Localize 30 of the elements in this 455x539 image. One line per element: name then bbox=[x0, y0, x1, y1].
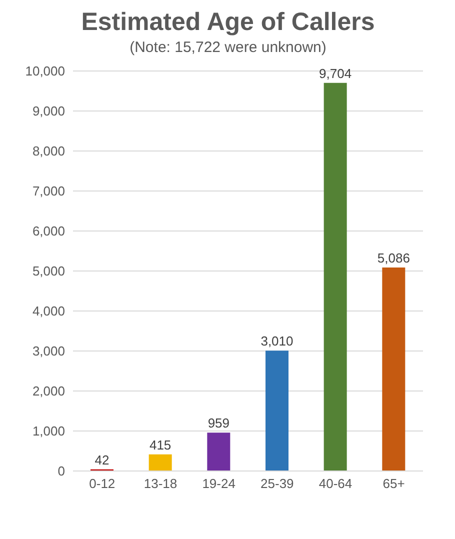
bar bbox=[207, 432, 230, 471]
bar bbox=[382, 268, 406, 471]
data-label: 3,010 bbox=[260, 334, 294, 349]
chart-subtitle: (Note: 15,722 were unknown) bbox=[128, 39, 328, 56]
chart-title: Estimated Age of Callers bbox=[80, 8, 376, 37]
bar bbox=[148, 454, 172, 471]
data-label: 42 bbox=[94, 452, 110, 468]
bar bbox=[266, 350, 288, 471]
x-tick-label: 19-24 bbox=[202, 476, 236, 492]
y-tick-label: 0 bbox=[58, 464, 65, 479]
y-tick-label: 1,000 bbox=[32, 424, 65, 439]
data-label: 959 bbox=[208, 416, 230, 431]
x-tick-label: 25-39 bbox=[260, 476, 294, 492]
data-label: 9,704 bbox=[319, 66, 352, 81]
y-tick-label: 4,000 bbox=[32, 304, 65, 319]
x-tick-label: 13-18 bbox=[144, 476, 178, 492]
bar bbox=[324, 82, 347, 471]
y-tick-label: 3,000 bbox=[32, 344, 65, 359]
y-tick-label: 9,000 bbox=[32, 104, 65, 119]
x-tick-label: 65+ bbox=[382, 476, 405, 492]
y-tick-label: 6,000 bbox=[32, 224, 65, 239]
y-tick-label: 7,000 bbox=[32, 184, 65, 199]
data-label: 5,086 bbox=[377, 250, 410, 266]
y-tick-label: 8,000 bbox=[32, 144, 65, 159]
y-tick-label: 5,000 bbox=[32, 264, 65, 279]
y-tick-label: 2,000 bbox=[32, 384, 65, 399]
x-tick-label: 0-12 bbox=[89, 476, 116, 492]
y-tick-label: 10,000 bbox=[25, 64, 65, 79]
x-tick-label: 40-64 bbox=[318, 476, 352, 492]
data-label: 415 bbox=[149, 437, 172, 452]
